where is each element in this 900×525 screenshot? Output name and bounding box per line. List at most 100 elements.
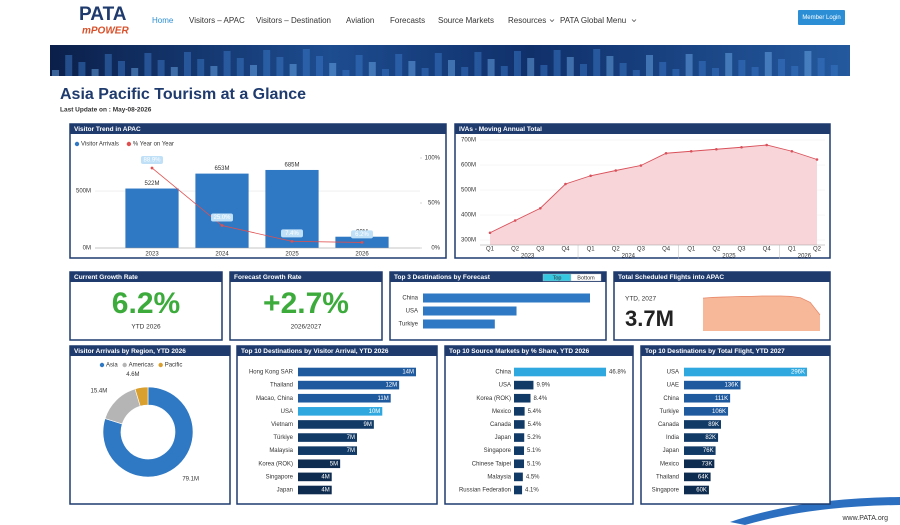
nav-item[interactable]: PATA Global Menu — [560, 16, 626, 25]
banner-building — [593, 49, 601, 76]
login-button[interactable] — [798, 10, 845, 25]
banner-building — [448, 60, 455, 76]
nav-item[interactable]: Visitors – Destination — [256, 16, 331, 25]
nav-item[interactable]: Resources — [508, 16, 546, 25]
last-update: Last Update on : May-08-2026 — [60, 107, 152, 114]
bar-value-label: 4.1% — [525, 488, 539, 494]
login-label[interactable]: Member Login — [802, 15, 840, 21]
banner-building — [355, 55, 363, 76]
banner-building — [421, 68, 429, 76]
banner-building — [672, 69, 680, 76]
panel-title: Current Growth Rate — [74, 274, 138, 281]
banner-building — [698, 61, 706, 76]
banner-lights — [52, 49, 838, 76]
banner-building — [250, 65, 257, 76]
nav-item[interactable]: Visitors – APAC — [189, 16, 245, 25]
bar-value-label: 76K — [703, 448, 714, 454]
slice-label: 79.1M — [182, 476, 199, 482]
bar — [514, 433, 525, 442]
bar-label: Vietnam — [271, 422, 293, 428]
panel-header — [70, 346, 230, 356]
banner-building — [197, 59, 205, 76]
point — [689, 149, 693, 153]
y-tick-label: 0M — [83, 246, 91, 252]
bar — [684, 420, 721, 429]
banner-building — [382, 69, 389, 76]
banner-building — [659, 62, 667, 76]
x-tick-label: Q2 — [813, 247, 822, 253]
bar-value-label: 82K — [705, 435, 716, 441]
panel — [69, 271, 223, 341]
bar — [298, 472, 332, 482]
toggle-button[interactable] — [570, 273, 602, 282]
bar — [298, 433, 357, 442]
banner-building — [685, 54, 693, 76]
bar-label: Mexico — [492, 409, 512, 415]
nav-item[interactable]: Aviation — [346, 16, 374, 25]
x-tick-label: Q4 — [662, 247, 671, 253]
panel-title: IVAs - Moving Annual Total — [459, 126, 542, 133]
banner-building — [566, 57, 574, 76]
bar-value-label: 11M — [377, 396, 388, 402]
toggle-label[interactable]: Bottom — [577, 275, 595, 281]
y-tick-label: 500M — [76, 189, 91, 195]
banner-building — [764, 52, 772, 76]
bar-label: China — [495, 370, 511, 376]
nav-item[interactable]: Source Markets — [438, 16, 494, 25]
nav-item[interactable]: Forecasts — [390, 16, 425, 25]
y-tick-label: 600M — [461, 163, 476, 169]
nav-chevron — [631, 19, 637, 23]
yoy-label-box — [281, 229, 303, 238]
legend-swatch — [158, 362, 163, 368]
panel-header — [70, 124, 446, 134]
panel-title: Visitor Arrivals by Region, YTD 2026 — [74, 348, 186, 355]
yoy-label: 25.0% — [213, 215, 231, 221]
panel-header — [445, 346, 633, 356]
panel-header — [390, 272, 606, 282]
point — [639, 164, 643, 167]
bar-value-label: 89K — [708, 422, 719, 428]
bar — [298, 420, 374, 429]
bar — [514, 485, 523, 495]
point — [715, 147, 718, 151]
yoy-label: 6.2% — [355, 232, 369, 238]
y2-tick-label: 100% — [425, 156, 441, 162]
banner-building — [157, 60, 165, 76]
bar-value-label: 653M — [214, 166, 229, 172]
bar-value-label: 4M — [321, 488, 329, 494]
panel-header — [230, 272, 382, 282]
bar-label: China — [402, 296, 418, 302]
banner-building — [619, 63, 627, 76]
bar — [298, 485, 332, 495]
panel-title: Forecast Growth Rate — [234, 274, 302, 281]
y2-tick-label: 0% — [431, 246, 440, 252]
bar-value-label: 10M — [369, 409, 381, 415]
point — [539, 206, 542, 210]
x-tick-label: Q2 — [511, 247, 520, 253]
banner-building — [104, 54, 112, 76]
bar-label: USA — [667, 370, 679, 376]
yoy-point — [220, 224, 224, 227]
banner-building — [144, 53, 152, 76]
point — [614, 169, 618, 172]
panel-title: Top 10 Destinations by Visitor Arrival, … — [241, 348, 389, 355]
yoy-label-box — [211, 213, 233, 222]
x-tick-label: Q1 — [587, 247, 596, 253]
banner-building — [553, 50, 561, 76]
banner-building — [712, 68, 719, 76]
banner-building — [817, 58, 825, 76]
bar — [298, 459, 341, 469]
bar-value-label: 9.9% — [536, 383, 550, 389]
banner-building — [368, 62, 376, 76]
legend-label: Pacific — [165, 363, 183, 369]
toggle-label[interactable]: Top — [553, 275, 562, 281]
bar — [684, 407, 729, 416]
bar-value-label: 73K — [702, 461, 713, 467]
banner-building — [78, 62, 86, 76]
bar-label: Singapore — [652, 488, 680, 494]
nav-item[interactable]: Home — [152, 16, 174, 25]
bar-label: Türkiye — [273, 435, 293, 441]
bar-label: USA — [499, 383, 511, 389]
kpi-value: 3.7M — [625, 306, 674, 331]
point — [564, 182, 567, 186]
